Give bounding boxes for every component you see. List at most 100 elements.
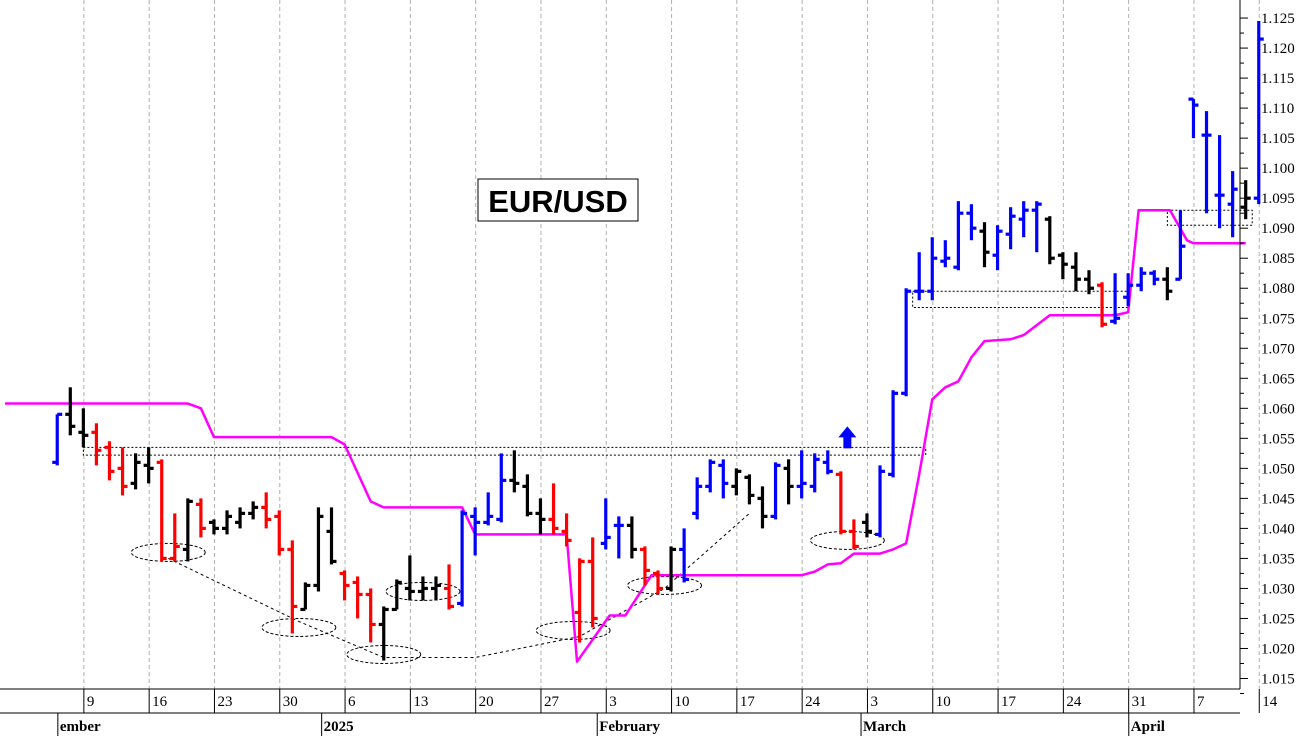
price-bar xyxy=(574,558,585,643)
chart-title: EUR/USD xyxy=(488,184,628,219)
y-tick-label: 1.025 xyxy=(1261,611,1295,627)
price-bar xyxy=(875,465,886,538)
x-tick-label: 6 xyxy=(348,694,356,710)
price-bar xyxy=(496,453,507,523)
y-tick-label: 1.090 xyxy=(1261,221,1295,237)
price-bar xyxy=(222,510,233,535)
price-bar xyxy=(809,453,820,493)
price-bar xyxy=(326,507,337,565)
x-tick-label: 24 xyxy=(805,694,821,710)
price-bar xyxy=(378,606,389,661)
price-bar xyxy=(888,390,899,478)
price-bar xyxy=(770,462,781,520)
price-bar xyxy=(626,516,637,559)
breakout-zone xyxy=(82,446,927,456)
price-bar xyxy=(953,201,964,271)
price-bar xyxy=(561,513,572,547)
y-tick-label: 1.100 xyxy=(1261,161,1295,177)
price-bar xyxy=(300,582,311,612)
swing-low-marker xyxy=(346,644,422,664)
price-bar xyxy=(940,240,951,268)
price-bar xyxy=(52,412,63,466)
price-bar xyxy=(483,492,494,526)
price-bar xyxy=(1188,97,1199,139)
y-tick-label: 1.020 xyxy=(1261,641,1295,657)
y-tick-label: 1.115 xyxy=(1261,71,1294,87)
price-bar xyxy=(705,459,716,493)
price-bar xyxy=(992,225,1003,271)
y-tick-label: 1.070 xyxy=(1261,341,1295,357)
price-bar xyxy=(835,471,846,535)
y-tick-label: 1.040 xyxy=(1261,521,1295,537)
price-bar xyxy=(208,519,219,535)
price-bar xyxy=(927,237,938,301)
price-bar xyxy=(718,459,729,499)
price-bar xyxy=(1005,207,1016,250)
stop-line-path xyxy=(5,208,1246,663)
trend-line xyxy=(168,513,750,658)
price-bar xyxy=(1097,282,1108,328)
price-bar xyxy=(274,510,285,556)
y-tick-label: 1.110 xyxy=(1261,101,1294,117)
price-bar xyxy=(235,507,246,529)
price-bar xyxy=(901,288,912,397)
price-bar xyxy=(848,519,859,550)
price-bar xyxy=(600,498,611,550)
x-tick-label: 10 xyxy=(936,694,951,710)
price-bar xyxy=(1136,267,1147,292)
price-bars xyxy=(52,21,1264,661)
price-bar xyxy=(1253,21,1264,205)
price-bar xyxy=(457,510,468,607)
price-bar xyxy=(535,498,546,535)
price-bar xyxy=(979,222,990,268)
x-tick-label: 24 xyxy=(1066,694,1082,710)
x-tick-label: 13 xyxy=(413,694,428,710)
price-bar xyxy=(261,492,272,529)
month-label: February xyxy=(599,719,660,735)
price-bar xyxy=(796,450,807,499)
price-bar xyxy=(1057,252,1068,280)
price-bar xyxy=(143,447,154,484)
price-bar xyxy=(666,546,677,592)
swing-low-marker xyxy=(130,542,206,562)
y-tick-label: 1.065 xyxy=(1261,371,1295,387)
breakout-zone xyxy=(1166,209,1253,226)
swing-low-marker xyxy=(627,575,703,595)
price-bar xyxy=(966,204,977,241)
y-tick-label: 1.015 xyxy=(1261,672,1295,688)
price-bar xyxy=(1214,135,1225,229)
price-bar xyxy=(182,498,193,562)
month-label: April xyxy=(1131,719,1165,735)
y-tick-label: 1.050 xyxy=(1261,461,1295,477)
price-bar xyxy=(1018,201,1029,238)
price-bar xyxy=(1149,270,1160,286)
x-tick-label: 7 xyxy=(1197,694,1205,710)
price-bar xyxy=(65,387,76,436)
price-bar xyxy=(91,423,102,466)
price-bar xyxy=(613,516,624,559)
swing-low-marker xyxy=(809,530,885,550)
price-bar xyxy=(822,450,833,475)
y-tick-label: 1.060 xyxy=(1261,401,1295,417)
x-tick-label: 17 xyxy=(1001,694,1017,710)
price-bar xyxy=(444,564,455,610)
x-tick-label: 16 xyxy=(152,694,168,710)
price-bar xyxy=(391,579,402,612)
x-tick-label: 3 xyxy=(870,694,878,710)
x-tick-label: 31 xyxy=(1132,694,1147,710)
price-bar xyxy=(352,576,363,619)
price-bar xyxy=(339,570,350,601)
price-bar xyxy=(757,486,768,529)
month-label: ember xyxy=(60,719,101,735)
swing-low-marker xyxy=(385,581,461,601)
price-bar xyxy=(130,453,141,490)
price-bar xyxy=(731,468,742,496)
y-tick-label: 1.125 xyxy=(1261,11,1295,27)
x-tick-label: 10 xyxy=(675,694,690,710)
x-tick-label: 14 xyxy=(1262,694,1278,710)
chart-title-box: EUR/USD xyxy=(477,178,639,222)
x-tick-label: 27 xyxy=(544,694,560,710)
price-bar xyxy=(404,555,415,601)
